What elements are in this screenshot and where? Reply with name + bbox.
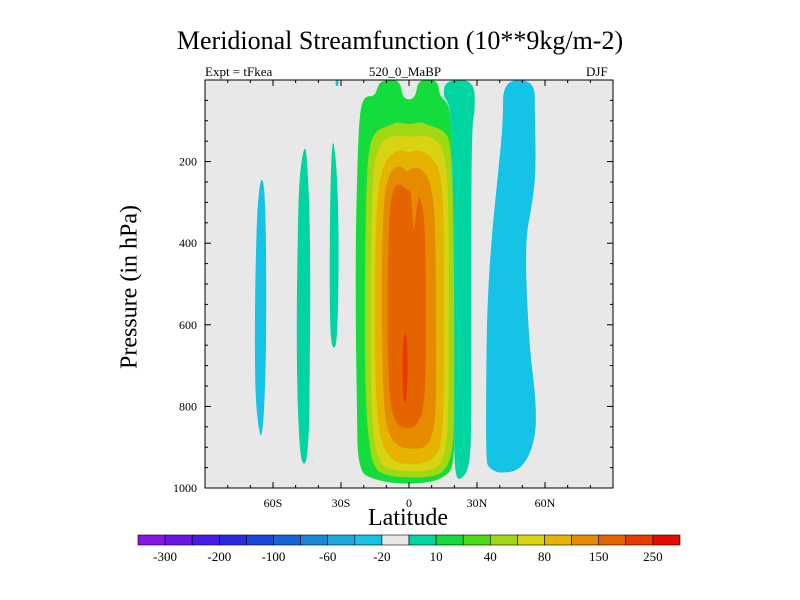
colorbar-label: -300: [153, 549, 177, 564]
colorbar-swatch: [408, 534, 437, 546]
colorbar-swatch: [300, 534, 329, 546]
colorbar-swatch: [462, 534, 491, 546]
colorbar-swatch: [327, 534, 356, 546]
y-tick-label: 1000: [173, 481, 197, 495]
colorbar-swatch: [517, 534, 545, 546]
colorbar-label: -60: [319, 549, 336, 564]
colorbar-label: 80: [538, 549, 551, 564]
colorbar-swatch: [571, 534, 599, 546]
chart-title: Meridional Streamfunction (10**9kg/m-2): [176, 26, 624, 55]
colorbar-swatch: [544, 534, 572, 546]
x-tick-label: 0: [406, 496, 412, 510]
colorbar-swatch: [598, 534, 627, 546]
x-tick-label: 60S: [264, 496, 283, 510]
colorbar-label: 150: [589, 549, 609, 564]
region-cyan-60s: [254, 179, 267, 436]
colorbar-swatch: [246, 534, 274, 546]
chart-subtitle: 520_0_MaBP: [368, 64, 442, 79]
colorbar-swatch: [381, 534, 410, 546]
colorbar-label: 40: [484, 549, 497, 564]
y-tick-label: 800: [179, 399, 197, 413]
colorbar-label: -20: [373, 549, 390, 564]
season-label: DJF: [586, 64, 608, 79]
colorbar-swatch: [273, 534, 301, 546]
region-cyan-32s-top: [335, 80, 339, 87]
colorbar-label: -200: [207, 549, 231, 564]
x-tick-label: 30N: [467, 496, 488, 510]
y-tick-label: 600: [179, 318, 197, 332]
region-green-45s: [296, 148, 311, 464]
colorbar-label: 10: [430, 549, 443, 564]
experiment-label: Expt = tFkea: [205, 64, 273, 79]
colorbar-label: -100: [262, 549, 286, 564]
colorbar-swatch: [435, 534, 464, 546]
colorbar-swatch: [191, 534, 220, 546]
x-tick-label: 60N: [535, 496, 556, 510]
y-tick-label: 200: [179, 155, 197, 169]
colorbar-label: 250: [643, 549, 663, 564]
colorbar: -300 -200 -100 -60 -20 10 40 80 150 250: [137, 534, 681, 564]
colorbar-swatch: [137, 534, 166, 546]
colorbar-swatch: [354, 534, 383, 546]
colorbar-swatch: [489, 534, 518, 546]
colorbar-swatch: [219, 534, 247, 546]
colorbar-swatch: [652, 534, 681, 546]
x-axis-label: Latitude: [368, 505, 448, 531]
region-dark-orange-core: [387, 184, 426, 429]
y-tick-label: 400: [179, 236, 197, 250]
x-tick-label: 30S: [332, 496, 351, 510]
axis-ticks: 60S 30S 0 30N 60N 200 400 600 800 1000: [173, 80, 613, 510]
colorbar-swatch: [164, 534, 193, 546]
region-red-core: [402, 332, 408, 404]
colorbar-swatch: [625, 534, 654, 546]
region-green-32s: [329, 143, 339, 348]
region-cyan-north: [486, 80, 536, 473]
region-teal-ne: [443, 80, 475, 480]
contour-regions: [254, 80, 536, 484]
